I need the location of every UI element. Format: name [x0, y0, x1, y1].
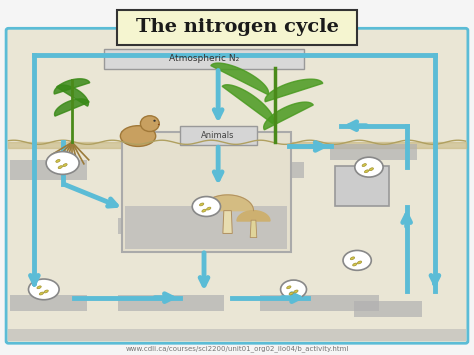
FancyBboxPatch shape	[104, 49, 304, 69]
Ellipse shape	[355, 157, 383, 177]
Ellipse shape	[343, 250, 371, 270]
FancyBboxPatch shape	[125, 206, 287, 249]
Polygon shape	[265, 79, 323, 102]
FancyBboxPatch shape	[117, 10, 357, 45]
Ellipse shape	[369, 168, 374, 171]
Ellipse shape	[44, 290, 48, 293]
Ellipse shape	[287, 286, 291, 289]
Ellipse shape	[120, 126, 156, 146]
Text: www.cdli.ca/courses/sci2200/unit01_org02_ilo04/b_activity.html: www.cdli.ca/courses/sci2200/unit01_org02…	[125, 345, 349, 352]
Ellipse shape	[200, 203, 204, 206]
Ellipse shape	[63, 164, 67, 166]
FancyBboxPatch shape	[118, 218, 238, 234]
Ellipse shape	[158, 124, 160, 125]
Ellipse shape	[46, 152, 79, 174]
Ellipse shape	[362, 164, 366, 166]
Text: Atmospheric N₂: Atmospheric N₂	[169, 54, 240, 64]
Ellipse shape	[294, 290, 298, 293]
FancyBboxPatch shape	[198, 162, 304, 178]
Polygon shape	[54, 79, 90, 94]
FancyBboxPatch shape	[10, 295, 87, 311]
Text: Animals: Animals	[201, 131, 235, 140]
Ellipse shape	[28, 279, 59, 300]
Polygon shape	[55, 99, 89, 116]
FancyBboxPatch shape	[260, 295, 379, 311]
Ellipse shape	[353, 263, 357, 266]
Polygon shape	[201, 195, 254, 211]
FancyBboxPatch shape	[118, 295, 224, 311]
Ellipse shape	[37, 286, 41, 289]
Polygon shape	[237, 211, 270, 221]
Ellipse shape	[281, 280, 307, 299]
Ellipse shape	[357, 261, 362, 264]
Ellipse shape	[365, 170, 369, 173]
Ellipse shape	[350, 257, 355, 260]
FancyBboxPatch shape	[335, 166, 389, 206]
Ellipse shape	[202, 209, 206, 212]
FancyBboxPatch shape	[354, 301, 422, 317]
FancyBboxPatch shape	[121, 132, 291, 252]
Polygon shape	[223, 211, 232, 234]
Ellipse shape	[289, 292, 293, 295]
Ellipse shape	[140, 116, 159, 131]
Polygon shape	[56, 85, 89, 106]
Ellipse shape	[207, 207, 211, 210]
FancyBboxPatch shape	[10, 160, 87, 180]
Ellipse shape	[192, 197, 220, 217]
Ellipse shape	[39, 292, 44, 295]
FancyBboxPatch shape	[180, 126, 257, 145]
Ellipse shape	[56, 159, 60, 162]
FancyBboxPatch shape	[330, 143, 417, 160]
Polygon shape	[222, 85, 274, 124]
Polygon shape	[211, 63, 268, 95]
Polygon shape	[264, 102, 313, 130]
Ellipse shape	[58, 166, 63, 169]
FancyBboxPatch shape	[9, 329, 465, 341]
Ellipse shape	[154, 120, 156, 122]
FancyBboxPatch shape	[6, 28, 468, 343]
Text: The nitrogen cycle: The nitrogen cycle	[136, 18, 338, 36]
Polygon shape	[250, 220, 257, 237]
